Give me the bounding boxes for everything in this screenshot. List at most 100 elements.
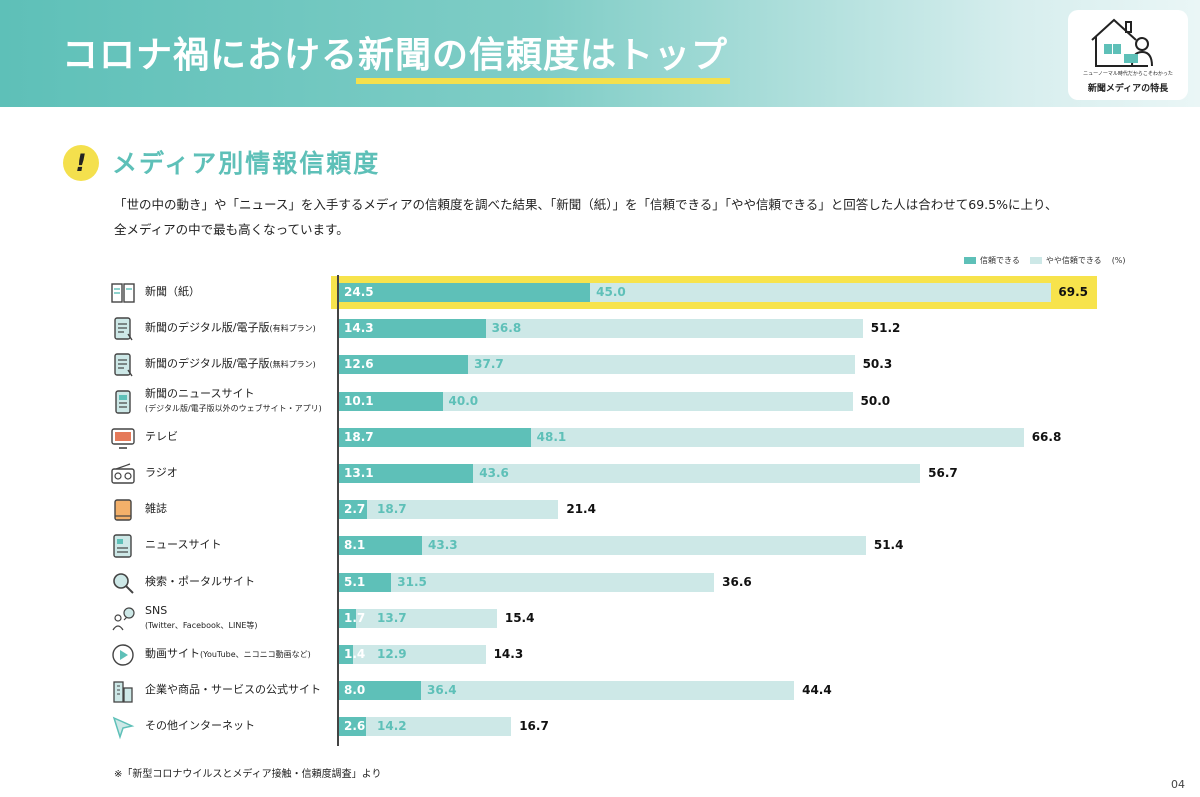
bar-trust [339, 464, 474, 483]
section-title: メディア別情報信頼度 [112, 149, 381, 178]
bar-somewhat-trust [590, 283, 1052, 302]
exclamation-icon: ! [63, 145, 99, 181]
value-label-somewhat-trust: 36.4 [427, 683, 457, 698]
category-sub: (YouTube、ニコニコ動画など) [200, 650, 311, 659]
bar-somewhat-trust [442, 391, 853, 411]
value-label-somewhat-trust: 43.3 [428, 538, 458, 553]
news-site-icon [110, 533, 136, 559]
value-label-trust: 1.4 [344, 647, 366, 661]
category-name: SNS [145, 603, 168, 617]
title-highlight: 新聞の信頼度はトップ [358, 35, 729, 76]
bar-somewhat-trust [365, 717, 512, 737]
logo-tagline: ニューノーマル時代だからこそわかった [1083, 71, 1173, 77]
tablet-icon [110, 352, 136, 378]
chart-legend: 信頼できる やや信頼できる (%) [964, 255, 1126, 266]
category-label: 新聞のニュースサイト (デジタル版/電子版以外のウェブサイト・アプリ) [145, 387, 322, 416]
category-name: 新聞のニュースサイト [145, 386, 255, 400]
category-sub: (有料プラン) [269, 324, 316, 334]
category-name: 新聞（紙） [145, 285, 200, 298]
value-label-trust: 12.6 [344, 357, 374, 372]
bar-trust [339, 355, 469, 375]
play-icon [110, 642, 136, 668]
chart-row: 企業や商品・サービスの公式サイト 8.0 36.4 44.4 [0, 673, 1200, 709]
total-label: 69.5 [1058, 285, 1088, 299]
total-label: 51.2 [870, 321, 901, 336]
value-label-trust: 18.7 [344, 429, 374, 444]
category-name: 企業や商品・サービスの公式サイト [145, 683, 321, 697]
house-reader-icon [1091, 18, 1153, 67]
value-label-somewhat-trust: 48.1 [536, 429, 567, 444]
category-label: 検索・ポータルサイト [145, 575, 255, 589]
category-name: ニュースサイト [145, 538, 222, 552]
cursor-icon [110, 714, 136, 740]
chart-row: SNS (Twitter、Facebook、LINE等) 1.7 13.7 15.4 [0, 601, 1200, 637]
category-label: テレビ [145, 430, 178, 444]
category-sub: (Twitter、Facebook、LINE等) [145, 620, 258, 630]
chart-row: 雑誌 2.7 18.7 21.4 [0, 492, 1200, 528]
category-sub: (デジタル版/電子版以外のウェブサイト・アプリ) [145, 403, 322, 413]
value-label-trust: 1.7 [344, 610, 366, 625]
category-name: 新聞のデジタル版/電子版 [145, 321, 270, 335]
tablet-icon [110, 316, 136, 342]
category-label: 新聞のデジタル版/電子版(有料プラン) [145, 321, 316, 336]
sns-icon [110, 606, 136, 632]
category-label: 新聞のデジタル版/電子版(無料プラン) [145, 357, 316, 372]
value-label-somewhat-trust: 18.7 [377, 502, 407, 517]
value-label-trust: 14.3 [344, 321, 374, 336]
value-label-trust: 8.1 [344, 538, 366, 553]
bar-somewhat-trust [422, 536, 866, 556]
legend-item-trust: 信頼できる [964, 255, 1020, 266]
value-label-somewhat-trust: 43.6 [479, 466, 509, 480]
total-label: 56.7 [928, 466, 958, 480]
chart-row: 新聞のデジタル版/電子版(有料プラン) 14.3 36.8 51.2 [0, 311, 1200, 347]
bar-trust [339, 319, 486, 339]
total-label: 16.7 [519, 719, 549, 734]
bar-somewhat-trust [356, 608, 497, 628]
chart-row: 新聞のデジタル版/電子版(無料プラン) 12.6 37.7 50.3 [0, 347, 1200, 383]
value-label-somewhat-trust: 12.9 [377, 647, 407, 661]
category-label: その他インターネット [145, 719, 255, 733]
bar-trust [339, 572, 392, 592]
category-label: ラジオ [145, 466, 178, 480]
total-label: 66.8 [1031, 429, 1062, 444]
legend-label-trust: 信頼できる [980, 256, 1020, 265]
category-name: テレビ [145, 429, 178, 443]
radio-icon [110, 461, 136, 487]
newspaper-icon [110, 280, 136, 306]
chart-row: 新聞（紙） 24.5 45.0 69.5 [0, 275, 1200, 311]
bar-trust [339, 645, 354, 664]
category-name: その他インターネット [145, 719, 255, 733]
legend-item-somewhat-trust: やや信頼できる [1029, 255, 1102, 266]
total-label: 50.3 [862, 357, 893, 372]
chart-axis [337, 275, 339, 746]
bar-trust [339, 536, 423, 556]
value-label-trust: 2.7 [344, 502, 366, 517]
chart-row: 新聞のニュースサイト (デジタル版/電子版以外のウェブサイト・アプリ) 10.1 40… [0, 384, 1200, 420]
category-label: SNS (Twitter、Facebook、LINE等) [145, 604, 258, 633]
page-number: 04 [1171, 778, 1185, 791]
logo-name: 新聞メディアの特長 [1087, 84, 1169, 94]
total-label: 15.4 [504, 610, 535, 625]
brand-logo: ニューノーマル時代だからこそわかった 新聞メディアの特長 [1068, 10, 1188, 100]
bar-trust [339, 427, 531, 447]
legend-swatch-somewhat-trust [1029, 257, 1042, 264]
total-label: 50.0 [860, 393, 891, 408]
bar-trust [339, 500, 367, 520]
bar-somewhat-trust [353, 645, 486, 664]
value-label-trust: 5.1 [344, 574, 366, 589]
page-title: コロナ禍における新聞の信頼度はトップ [62, 26, 728, 78]
category-name: 雑誌 [145, 502, 167, 516]
chart-row: ニュースサイト 8.1 43.3 51.4 [0, 528, 1200, 564]
chart-row: 動画サイト(YouTube、ニコニコ動画など) 1.4 12.9 14.3 [0, 637, 1200, 673]
tv-icon [110, 425, 136, 451]
total-label: 44.4 [802, 683, 832, 698]
bar-somewhat-trust [530, 427, 1024, 447]
bar-trust [339, 608, 357, 628]
magazine-icon [110, 497, 136, 523]
category-label: 動画サイト(YouTube、ニコニコ動画など) [145, 647, 311, 662]
bar-trust [339, 717, 366, 737]
chart-row: その他インターネット 2.6 14.2 16.7 [0, 709, 1200, 745]
chart-row: 検索・ポータルサイト 5.1 31.5 36.6 [0, 565, 1200, 601]
chart-row: ラジオ 13.1 43.6 56.7 [0, 456, 1200, 492]
bar-trust [339, 681, 421, 701]
